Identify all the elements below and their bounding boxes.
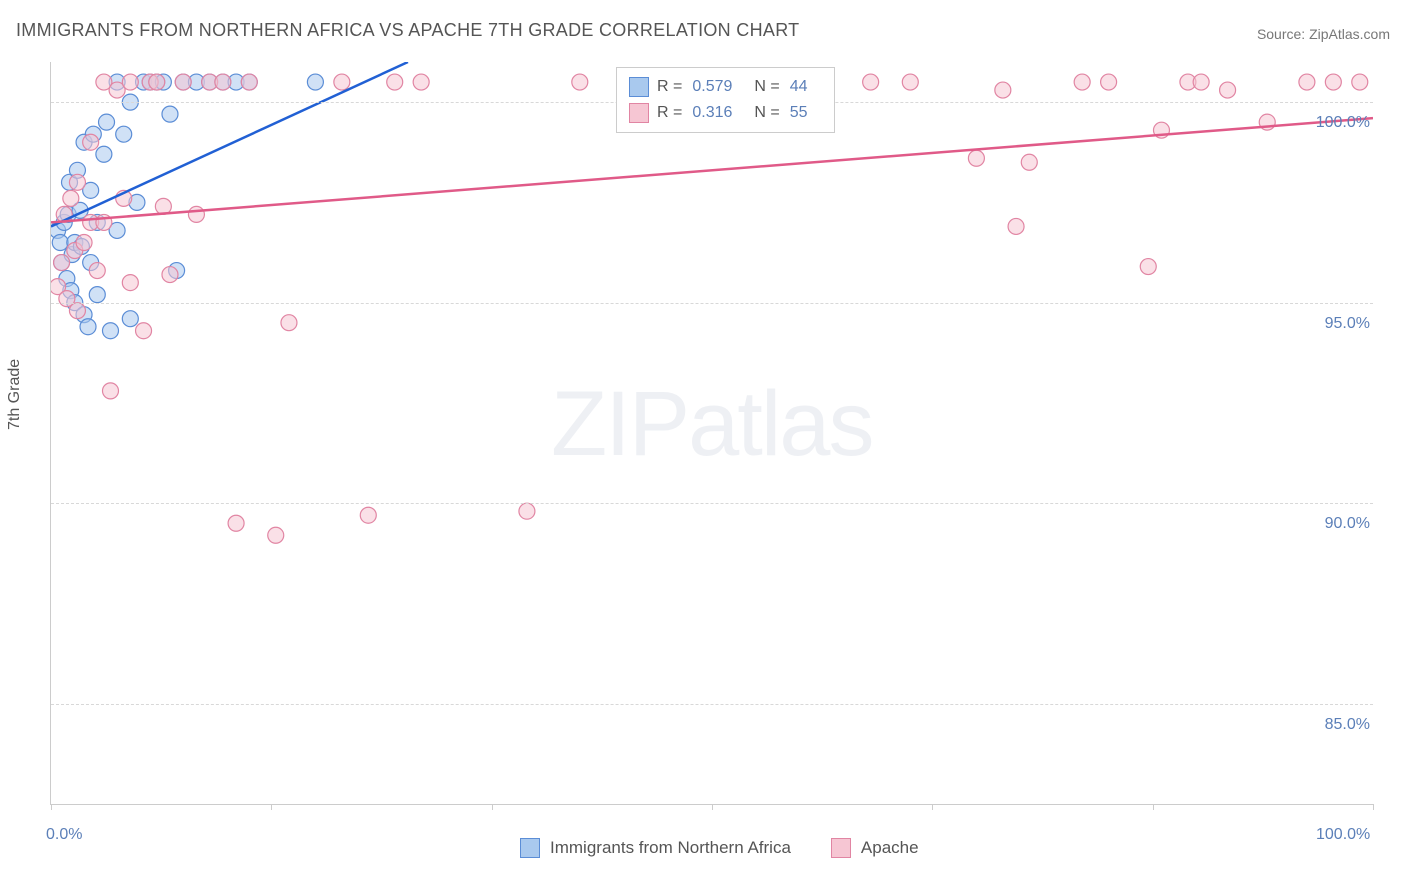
data-point — [268, 527, 284, 543]
r-label: R = — [657, 104, 682, 122]
data-point — [80, 319, 96, 335]
data-point — [99, 114, 115, 130]
data-point — [572, 74, 588, 90]
gridline — [51, 503, 1373, 504]
legend-row: R = 0.579 N = 44 — [629, 74, 822, 100]
correlation-legend: R = 0.579 N = 44 R = 0.316 N = 55 — [616, 67, 835, 133]
x-tick-label: 0.0% — [46, 826, 82, 844]
r-value: 0.579 — [692, 78, 732, 96]
x-tick-mark — [1373, 804, 1374, 810]
data-point — [1140, 259, 1156, 275]
data-point — [1193, 74, 1209, 90]
data-point — [188, 206, 204, 222]
data-point — [149, 74, 165, 90]
y-tick-label: 85.0% — [1310, 716, 1370, 734]
x-tick-label: 100.0% — [1316, 826, 1370, 844]
n-label: N = — [754, 104, 779, 122]
data-point — [175, 74, 191, 90]
data-point — [413, 74, 429, 90]
gridline — [51, 704, 1373, 705]
source-attribution: Source: ZipAtlas.com — [1257, 26, 1390, 42]
r-label: R = — [657, 78, 682, 96]
data-point — [102, 383, 118, 399]
data-point — [1352, 74, 1368, 90]
data-point — [83, 134, 99, 150]
data-point — [1325, 74, 1341, 90]
gridline — [51, 303, 1373, 304]
data-point — [1021, 154, 1037, 170]
data-point — [281, 315, 297, 331]
x-tick-mark — [712, 804, 713, 810]
data-point — [228, 515, 244, 531]
data-point — [102, 323, 118, 339]
y-tick-label: 100.0% — [1310, 114, 1370, 132]
data-point — [122, 311, 138, 327]
series-legend: Immigrants from Northern Africa Apache — [520, 838, 949, 858]
data-point — [162, 106, 178, 122]
data-point — [1101, 74, 1117, 90]
legend-row: R = 0.316 N = 55 — [629, 100, 822, 126]
data-point — [1299, 74, 1315, 90]
data-point — [863, 74, 879, 90]
data-point — [307, 74, 323, 90]
data-point — [902, 74, 918, 90]
data-point — [334, 74, 350, 90]
x-tick-mark — [271, 804, 272, 810]
x-tick-mark — [492, 804, 493, 810]
data-point — [122, 74, 138, 90]
data-point — [96, 146, 112, 162]
x-tick-mark — [51, 804, 52, 810]
legend-label: Apache — [861, 838, 919, 858]
data-point — [215, 74, 231, 90]
data-point — [89, 263, 105, 279]
data-point — [89, 287, 105, 303]
data-point — [1074, 74, 1090, 90]
n-value: 44 — [790, 78, 808, 96]
data-point — [116, 126, 132, 142]
data-point — [1008, 218, 1024, 234]
y-axis-label: 7th Grade — [6, 359, 24, 430]
legend-swatch — [629, 103, 649, 123]
n-label: N = — [754, 78, 779, 96]
data-point — [69, 303, 85, 319]
data-point — [52, 234, 68, 250]
legend-swatch — [520, 838, 540, 858]
data-point — [162, 267, 178, 283]
data-point — [519, 503, 535, 519]
chart-svg — [51, 62, 1373, 804]
plot-area: ZIPatlas — [50, 62, 1373, 805]
chart-title: IMMIGRANTS FROM NORTHERN AFRICA VS APACH… — [16, 20, 799, 41]
legend-swatch — [629, 77, 649, 97]
legend-swatch — [831, 838, 851, 858]
data-point — [136, 323, 152, 339]
x-tick-mark — [1153, 804, 1154, 810]
data-point — [387, 74, 403, 90]
data-point — [122, 275, 138, 291]
data-point — [76, 234, 92, 250]
data-point — [1220, 82, 1236, 98]
r-value: 0.316 — [692, 104, 732, 122]
data-point — [241, 74, 257, 90]
data-point — [995, 82, 1011, 98]
x-tick-mark — [932, 804, 933, 810]
data-point — [54, 255, 70, 271]
y-tick-label: 95.0% — [1310, 315, 1370, 333]
y-tick-label: 90.0% — [1310, 515, 1370, 533]
legend-label: Immigrants from Northern Africa — [550, 838, 791, 858]
data-point — [69, 174, 85, 190]
data-point — [360, 507, 376, 523]
data-point — [968, 150, 984, 166]
n-value: 55 — [790, 104, 808, 122]
data-point — [63, 190, 79, 206]
